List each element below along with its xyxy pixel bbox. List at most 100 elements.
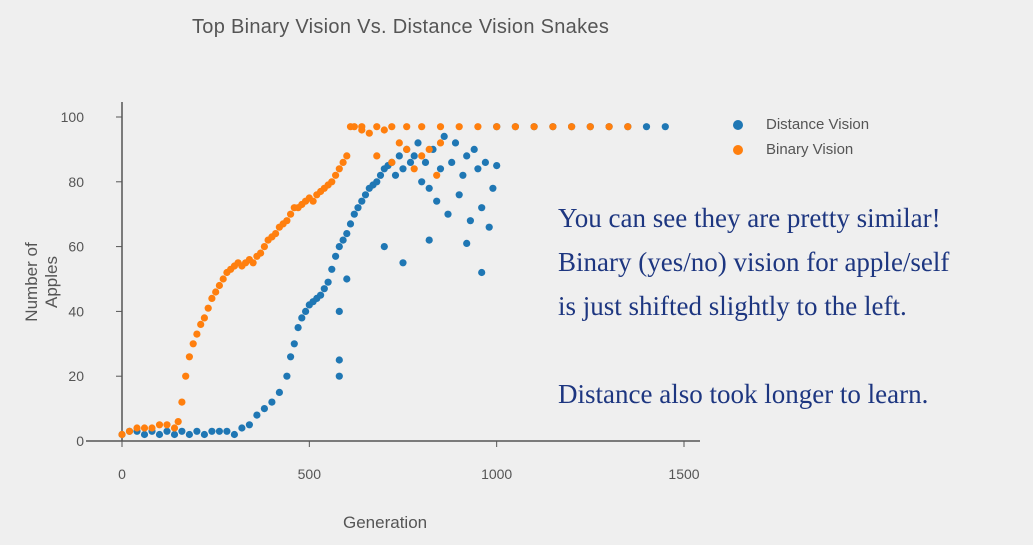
data-point — [317, 291, 325, 299]
data-point — [343, 230, 351, 238]
data-point — [433, 197, 441, 205]
x-tick-label: 1000 — [481, 466, 512, 482]
data-point — [332, 252, 340, 260]
data-point — [455, 191, 463, 199]
data-point — [418, 152, 426, 160]
y-tick-label: 0 — [76, 433, 84, 449]
data-point — [399, 259, 407, 267]
data-point — [478, 268, 486, 277]
data-point — [493, 162, 501, 170]
data-point — [219, 275, 227, 283]
data-point — [245, 421, 253, 429]
data-point — [425, 145, 433, 153]
data-point — [403, 145, 411, 153]
data-point — [624, 123, 632, 131]
x-tick-label: 500 — [298, 466, 322, 482]
legend-item-distance[interactable]: Distance Vision — [733, 112, 869, 137]
data-point — [373, 123, 381, 131]
data-point — [208, 427, 216, 435]
data-point — [185, 430, 193, 439]
data-point — [642, 123, 651, 131]
data-point — [376, 171, 385, 179]
data-point — [481, 158, 489, 166]
x-tick-label: 0 — [118, 466, 126, 482]
series-binary-vision — [118, 123, 632, 439]
data-point — [343, 275, 351, 283]
data-point — [478, 204, 486, 212]
data-point — [568, 123, 576, 131]
data-point — [335, 307, 343, 315]
data-point — [204, 304, 212, 312]
y-tick-label: 60 — [68, 239, 84, 255]
data-point — [466, 217, 474, 225]
data-point — [463, 152, 471, 160]
data-point — [391, 171, 400, 179]
data-point — [170, 430, 179, 439]
data-point — [493, 123, 501, 131]
data-point — [208, 294, 216, 302]
data-point — [410, 152, 418, 160]
annotation-text: You can see they are pretty similar! Bin… — [558, 196, 1028, 416]
data-point — [268, 398, 276, 406]
data-point — [335, 165, 343, 173]
data-point — [350, 210, 358, 218]
data-point — [463, 239, 471, 247]
data-point — [388, 158, 396, 166]
legend-label-distance: Distance Vision — [766, 116, 870, 133]
data-point — [332, 171, 340, 179]
data-point — [335, 243, 343, 251]
data-point — [287, 210, 295, 218]
data-point — [354, 204, 362, 212]
data-point — [425, 236, 433, 244]
data-point — [178, 398, 186, 406]
data-point — [178, 427, 186, 435]
data-point — [275, 388, 283, 396]
y-tick-label: 20 — [68, 368, 84, 384]
data-point — [380, 126, 388, 134]
data-point — [436, 165, 445, 173]
data-point — [238, 424, 246, 432]
data-point — [200, 430, 208, 439]
data-point — [530, 123, 538, 131]
data-point — [448, 158, 456, 166]
data-point — [406, 158, 415, 166]
data-point — [328, 178, 336, 186]
data-point — [436, 139, 445, 147]
annotation-spacer — [558, 328, 1028, 372]
data-point — [335, 372, 343, 380]
data-point — [489, 184, 497, 192]
data-point — [459, 171, 467, 179]
data-point — [335, 356, 343, 364]
data-point — [230, 430, 238, 439]
y-axis-label: Number of Apples — [22, 242, 61, 322]
data-point — [474, 123, 482, 131]
data-point — [395, 139, 403, 147]
data-point — [373, 178, 381, 186]
data-point — [410, 165, 418, 173]
legend-item-binary[interactable]: Binary Vision — [733, 137, 869, 162]
data-point — [125, 427, 134, 435]
data-point — [283, 217, 291, 225]
annotation-line-2: Binary (yes/no) vision for apple/self — [558, 247, 950, 277]
data-point — [455, 123, 463, 131]
data-points — [118, 123, 669, 439]
data-point — [155, 421, 164, 429]
data-point — [485, 223, 493, 231]
data-point — [174, 418, 182, 426]
data-point — [339, 158, 347, 166]
data-point — [436, 123, 445, 131]
data-point — [358, 123, 366, 131]
data-point — [287, 353, 295, 361]
data-point — [324, 278, 332, 286]
data-point — [133, 424, 141, 432]
data-point — [388, 123, 396, 131]
annotation-line-3: is just shifted slightly to the left. — [558, 291, 907, 321]
data-point — [373, 152, 381, 160]
data-point — [365, 129, 373, 137]
y-tick-label: 100 — [61, 109, 85, 125]
data-point — [444, 210, 452, 218]
data-point — [155, 430, 164, 439]
data-point — [215, 281, 223, 290]
